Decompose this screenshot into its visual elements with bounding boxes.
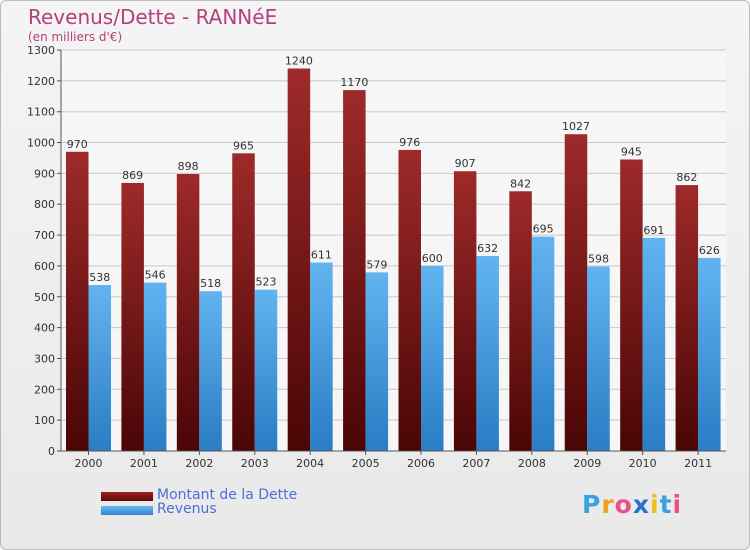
data-label-dette: 1240	[285, 55, 313, 68]
y-tick-label: 200	[34, 383, 55, 396]
legend-swatch-dette	[101, 492, 153, 501]
bar-dette	[287, 68, 311, 451]
bar-revenus	[642, 237, 666, 451]
y-tick-label: 1000	[27, 137, 55, 150]
x-tick-label: 2011	[684, 457, 712, 470]
bar-revenus	[365, 272, 389, 451]
bar-dette	[398, 149, 421, 452]
logo-letter: P	[582, 490, 602, 519]
chart-title: Revenus/Dette - RANNéE	[28, 5, 278, 29]
bar-dette	[675, 185, 699, 452]
y-tick-label: 0	[48, 445, 55, 458]
x-tick-label: 2010	[629, 457, 657, 470]
x-tick-label: 2005	[352, 457, 380, 470]
data-label-dette: 842	[510, 177, 531, 190]
logo-letter: t	[659, 490, 673, 519]
y-tick-label: 700	[34, 229, 55, 242]
bar-dette	[121, 182, 144, 451]
chart-subtitle: (en milliers d'€)	[28, 30, 123, 44]
x-tick-label: 2008	[518, 457, 546, 470]
data-label-dette: 945	[621, 146, 642, 159]
data-label-dette: 976	[399, 136, 420, 149]
logo-letter: i	[650, 490, 660, 519]
bars	[66, 68, 721, 452]
y-tick-label: 1200	[27, 75, 55, 88]
data-label-dette: 965	[233, 139, 254, 152]
legend-label-dette: Montant de la Dette	[157, 487, 298, 503]
data-label-revenus: 626	[699, 244, 720, 257]
y-tick-label: 300	[34, 352, 55, 365]
bar-dette	[232, 153, 255, 452]
data-label-revenus: 611	[311, 249, 332, 262]
bar-revenus	[698, 257, 721, 451]
bar-revenus	[310, 262, 333, 451]
data-label-dette: 869	[122, 169, 143, 182]
y-tick-label: 400	[34, 322, 55, 335]
data-label-revenus: 600	[422, 252, 443, 265]
data-label-dette: 862	[676, 171, 697, 184]
x-tick-label: 2003	[241, 457, 269, 470]
bar-dette	[343, 90, 366, 451]
bar-dette	[176, 174, 200, 452]
logo-letter: o	[614, 490, 633, 519]
data-labels: 970 538 869 546 898 518 965 523 1240 611 1170 579 97…	[67, 55, 720, 291]
bar-revenus	[587, 266, 610, 451]
logo-letter: x	[632, 490, 650, 519]
bar-revenus	[254, 289, 278, 451]
logo-letter: r	[601, 490, 615, 519]
logo-letter: i	[672, 490, 683, 519]
data-label-revenus: 518	[200, 277, 221, 290]
data-label-revenus: 579	[366, 258, 387, 271]
x-tick-label: 2009	[573, 457, 601, 470]
legend-swatch-revenus	[101, 506, 153, 515]
bar-dette	[66, 151, 89, 452]
data-label-dette: 898	[178, 160, 199, 173]
proxiti-logo: Proxiti	[582, 490, 682, 519]
data-label-revenus: 691	[643, 224, 664, 237]
plot-area	[61, 50, 726, 451]
data-label-dette: 1170	[340, 76, 368, 89]
grid-lines	[61, 49, 726, 452]
y-tick-label: 1300	[27, 44, 55, 57]
bar-revenus	[88, 285, 111, 451]
legend-label-revenus: Revenus	[157, 501, 217, 517]
y-tick-label: 100	[34, 414, 55, 427]
bar-revenus	[199, 291, 222, 451]
y-tick-label: 500	[34, 291, 55, 304]
x-tick-label: 2007	[462, 457, 490, 470]
data-label-revenus: 538	[89, 271, 110, 284]
data-label-revenus: 695	[533, 223, 554, 236]
bar-revenus	[476, 256, 499, 451]
x-tick-label: 2001	[130, 457, 158, 470]
data-label-revenus: 523	[256, 276, 277, 289]
axes: 0 100 200 300 400 500 600 700 800 900 1000 1100 1200…	[27, 44, 726, 470]
bar-revenus	[531, 236, 555, 451]
x-tick-label: 2002	[185, 457, 213, 470]
bar-dette	[509, 191, 532, 451]
bar-revenus	[421, 265, 444, 451]
data-label-dette: 970	[67, 138, 88, 151]
y-tick-label: 800	[34, 198, 55, 211]
data-label-revenus: 598	[588, 253, 609, 266]
bar-revenus	[143, 282, 167, 451]
x-tick-label: 2004	[296, 457, 324, 470]
x-tick-label: 2000	[75, 457, 103, 470]
data-label-dette: 907	[455, 157, 476, 170]
bar-dette	[564, 134, 588, 451]
x-tick-label: 2006	[407, 457, 435, 470]
data-label-revenus: 632	[477, 242, 498, 255]
y-tick-label: 1100	[27, 106, 55, 119]
data-label-dette: 1027	[562, 120, 590, 133]
data-label-revenus: 546	[145, 269, 166, 282]
bar-dette	[620, 159, 643, 451]
y-tick-label: 600	[34, 260, 55, 273]
y-tick-label: 900	[34, 167, 55, 180]
bar-dette	[453, 171, 477, 451]
